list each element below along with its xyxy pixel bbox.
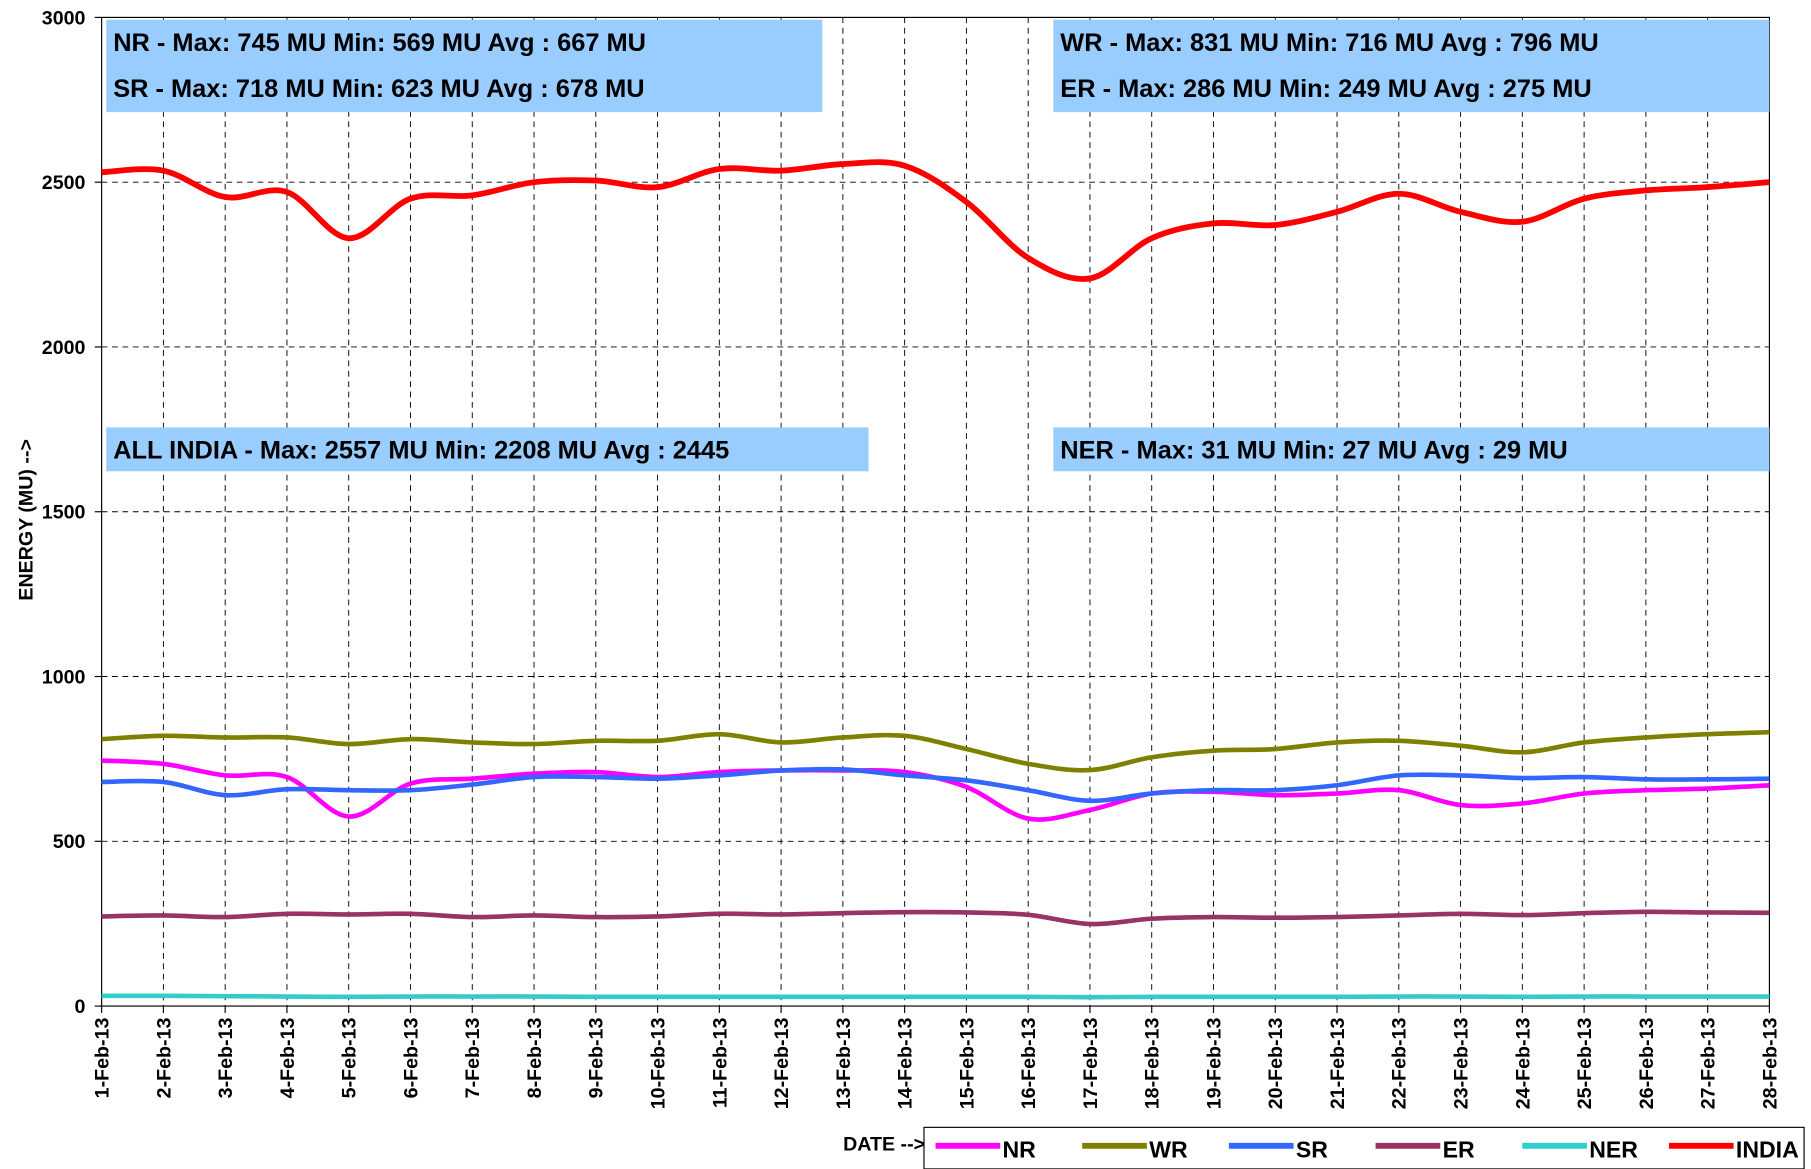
y-tick-label: 0 (75, 996, 86, 1018)
x-tick-label: 4-Feb-13 (277, 1018, 299, 1099)
x-tick-label: 1-Feb-13 (92, 1018, 114, 1099)
x-tick-label: 5-Feb-13 (339, 1018, 361, 1099)
x-tick-label: 7-Feb-13 (462, 1018, 484, 1099)
annotation-box (106, 427, 869, 472)
x-tick-label: 10-Feb-13 (647, 1018, 669, 1110)
legend-label: WR (1149, 1136, 1188, 1162)
x-tick-label: 8-Feb-13 (524, 1018, 546, 1099)
legend-label: SR (1296, 1136, 1328, 1162)
x-tick-label: 14-Feb-13 (895, 1018, 917, 1110)
legend-label: NR (1003, 1136, 1037, 1162)
x-tick-label: 17-Feb-13 (1080, 1018, 1102, 1110)
legend-label: INDIA (1736, 1136, 1799, 1162)
legend-box (923, 1126, 1805, 1169)
annotation: WR - Max: 831 MU Min: 716 MU Avg : 796 M… (1060, 29, 1598, 57)
x-tick-label: 11-Feb-13 (709, 1018, 731, 1109)
x-tick-label: 24-Feb-13 (1512, 1018, 1534, 1110)
x-tick-label: 19-Feb-13 (1203, 1018, 1225, 1110)
annotation: SR - Max: 718 MU Min: 623 MU Avg : 678 M… (113, 75, 644, 103)
x-tick-label: 16-Feb-13 (1018, 1018, 1040, 1110)
x-tick-label: 22-Feb-13 (1389, 1018, 1411, 1110)
legend-label: NER (1589, 1136, 1638, 1162)
annotation-box (1053, 19, 1770, 113)
x-tick-label: 3-Feb-13 (215, 1018, 237, 1099)
series-line (101, 159, 1770, 282)
x-tick-label: 28-Feb-13 (1759, 1018, 1781, 1110)
x-tick-label: 26-Feb-13 (1636, 1018, 1658, 1110)
x-tick-label: 20-Feb-13 (1265, 1018, 1287, 1110)
x-axis-label: DATE --> (843, 1133, 925, 1155)
x-tick-label: 18-Feb-13 (1142, 1018, 1164, 1110)
annotation: NR - Max: 745 MU Min: 569 MU Avg : 667 M… (113, 29, 646, 57)
annotation: NER - Max: 31 MU Min: 27 MU Avg : 29 MU (1060, 437, 1567, 465)
x-tick-label: 12-Feb-13 (771, 1018, 793, 1110)
series-line (101, 766, 1770, 804)
x-tick-label: 15-Feb-13 (956, 1018, 978, 1110)
annotation: ER - Max: 286 MU Min: 249 MU Avg : 275 M… (1060, 75, 1591, 103)
legend-label: ER (1443, 1136, 1475, 1162)
x-tick-label: 23-Feb-13 (1451, 1018, 1473, 1110)
series-line (101, 909, 1770, 927)
y-tick-label: 2000 (42, 337, 86, 359)
series-line (101, 993, 1770, 1000)
annotation: ALL INDIA - Max: 2557 MU Min: 2208 MU Av… (113, 437, 729, 465)
y-tick-label: 3000 (42, 7, 86, 29)
annotation-box (1053, 427, 1770, 472)
x-tick-label: 27-Feb-13 (1698, 1018, 1720, 1110)
series-line (101, 729, 1770, 773)
y-tick-label: 500 (53, 831, 86, 853)
x-tick-label: 9-Feb-13 (586, 1018, 608, 1099)
x-tick-label: 2-Feb-13 (153, 1018, 175, 1099)
y-axis-label: ENERGY (MU) --> (15, 439, 37, 601)
y-tick-label: 1000 (42, 666, 86, 688)
y-tick-label: 2500 (42, 172, 86, 194)
y-tick-label: 1500 (42, 502, 86, 524)
annotation-box (106, 19, 823, 113)
x-tick-label: 21-Feb-13 (1327, 1018, 1349, 1110)
x-tick-label: 25-Feb-13 (1574, 1018, 1596, 1110)
x-tick-label: 6-Feb-13 (400, 1018, 422, 1099)
x-tick-label: 13-Feb-13 (833, 1018, 855, 1110)
